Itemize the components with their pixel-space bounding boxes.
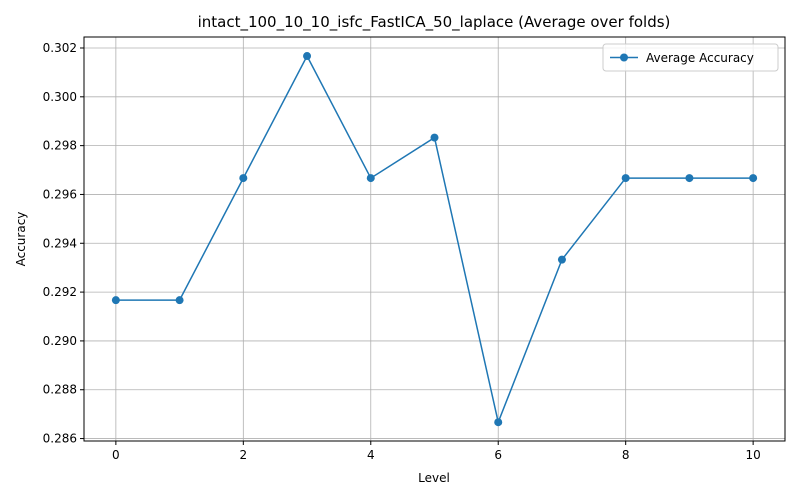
x-tick-label: 6: [494, 448, 502, 462]
x-axis-label: Level: [418, 471, 450, 485]
y-tick-label: 0.294: [43, 236, 77, 250]
data-point: [430, 133, 439, 142]
y-axis-label: Accuracy: [14, 212, 28, 267]
x-tick-label: 0: [112, 448, 120, 462]
y-axis: 0.286 0.288 0.290 0.292 0.294 0.296 0.298 0.300…: [43, 41, 84, 446]
y-tick-label: 0.300: [43, 90, 77, 104]
data-point: [494, 418, 503, 427]
y-tick-label: 0.290: [43, 334, 77, 348]
data-point: [239, 174, 248, 183]
data-point: [303, 52, 312, 61]
x-axis: 0 2 4 6 8 10: [112, 441, 761, 462]
y-tick-label: 0.298: [43, 139, 77, 153]
x-tick-label: 10: [745, 448, 760, 462]
data-point: [111, 296, 120, 305]
data-point: [175, 296, 184, 305]
data-point: [366, 174, 375, 183]
x-tick-label: 2: [239, 448, 247, 462]
plot-frame: [83, 36, 786, 442]
y-tick-label: 0.288: [43, 383, 77, 397]
legend-marker-swatch: [620, 53, 628, 62]
grid: [84, 37, 785, 441]
y-tick-label: 0.286: [43, 432, 77, 446]
y-tick-label: 0.302: [43, 41, 77, 55]
x-tick-label: 8: [622, 448, 630, 462]
legend-box: [602, 43, 779, 72]
data-point: [557, 255, 566, 264]
data-point: [685, 174, 694, 183]
legend: Average Accuracy: [602, 43, 779, 72]
chart-title: intact_100_10_10_isfc_FastICA_50_laplace…: [198, 13, 671, 32]
data-point: [621, 174, 630, 183]
y-tick-label: 0.292: [43, 285, 77, 299]
series-group: [111, 52, 758, 427]
x-tick-label: 4: [367, 448, 375, 462]
data-point: [749, 174, 758, 183]
y-tick-label: 0.296: [43, 187, 77, 201]
legend-label: Average Accuracy: [646, 51, 754, 65]
